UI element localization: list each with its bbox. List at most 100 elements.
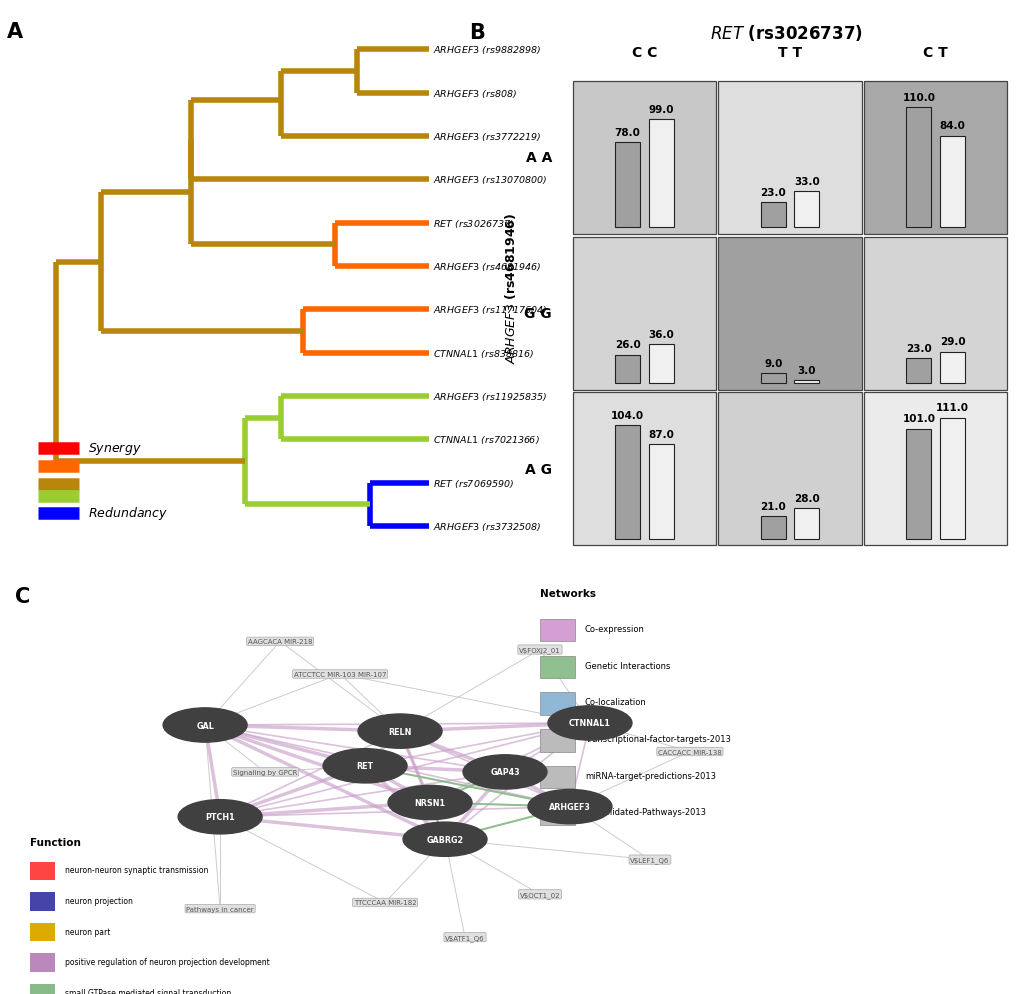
Text: $\mathit{RET}$ (rs7069590): $\mathit{RET}$ (rs7069590) [433,477,514,489]
Text: 78.0: 78.0 [614,127,640,138]
Circle shape [163,708,247,743]
Bar [863,238,1006,391]
Bar [940,418,964,540]
Bar [906,429,930,540]
Text: GABRG2: GABRG2 [426,835,463,844]
Text: C C: C C [631,46,656,60]
Bar [648,345,673,384]
Text: 23.0: 23.0 [905,343,930,353]
Bar [614,426,640,540]
Text: $\mathit{ARHGEF3}$ (rs3772219): $\mathit{ARHGEF3}$ (rs3772219) [433,131,541,143]
Text: 36.0: 36.0 [648,329,674,339]
Bar [614,356,640,384]
Text: ATCCTCC MIR-103 MIR-107: ATCCTCC MIR-103 MIR-107 [293,671,386,677]
Text: B: B [469,23,484,43]
Text: $\mathit{ARHGEF3}$ (rs9882898): $\mathit{ARHGEF3}$ (rs9882898) [433,44,541,57]
Circle shape [547,706,632,741]
Text: $\mathit{ARHGEF3}$ (rs4681946): $\mathit{ARHGEF3}$ (rs4681946) [433,260,541,272]
Text: $\mathit{ARHGEF3}$ (rs11925835): $\mathit{ARHGEF3}$ (rs11925835) [433,391,547,403]
Text: C: C [15,586,31,606]
Text: 33.0: 33.0 [793,177,819,187]
Bar [717,82,861,235]
Bar [539,803,575,825]
Text: 3.0: 3.0 [797,365,815,375]
Text: $\mathit{ARHGEF3}$ (rs4681946): $\mathit{ARHGEF3}$ (rs4681946) [502,213,518,364]
Bar [648,444,673,540]
Text: 99.0: 99.0 [648,104,674,114]
Text: Function: Function [31,837,81,847]
Text: A: A [7,22,23,42]
Text: Pathways in cancer: Pathways in cancer [186,906,254,911]
Bar [906,108,930,229]
Bar [794,509,818,540]
Bar [648,120,673,229]
Text: CTNNAL1: CTNNAL1 [569,719,610,728]
Circle shape [358,715,441,748]
Text: V$ATF1_Q6: V$ATF1_Q6 [444,933,484,940]
Text: miRNA-target-predictions-2013: miRNA-target-predictions-2013 [585,771,715,780]
Text: $\mathit{ARHGEF3}$ (rs11717604): $\mathit{ARHGEF3}$ (rs11717604) [433,304,547,316]
Text: 87.0: 87.0 [648,429,674,439]
Bar [906,359,930,384]
Text: 110.0: 110.0 [902,92,934,102]
Bar [760,374,785,384]
Circle shape [403,822,486,857]
Text: 28.0: 28.0 [793,494,819,504]
Text: GAP43: GAP43 [490,767,520,776]
Circle shape [463,755,546,789]
Text: $\mathit{ARHGEF3}$ (rs13070800): $\mathit{ARHGEF3}$ (rs13070800) [433,174,547,186]
Circle shape [387,785,472,820]
Text: $\mathit{Synergy}$: $\mathit{Synergy}$ [88,440,141,456]
Text: neuron-neuron synaptic transmission: neuron-neuron synaptic transmission [65,866,208,875]
Text: V$FOXJ2_01: V$FOXJ2_01 [519,646,560,653]
Bar [717,238,861,391]
Text: GAL: GAL [196,721,214,730]
Bar [717,393,861,546]
Text: NRSN1: NRSN1 [414,798,445,807]
Text: C T: C T [922,46,947,60]
Text: T T: T T [777,46,801,60]
Text: RET: RET [357,761,373,770]
Text: $\mathit{RET}$ (rs3026737): $\mathit{RET}$ (rs3026737) [709,23,862,43]
Text: V$LEF1_Q6: V$LEF1_Q6 [630,857,669,863]
Circle shape [178,800,262,834]
Circle shape [528,789,611,824]
Bar [760,517,785,540]
Text: 23.0: 23.0 [759,188,786,198]
Bar [863,82,1006,235]
Bar [539,619,575,642]
Text: A G: A G [525,462,551,476]
Bar [31,862,55,880]
Bar [539,766,575,788]
Bar [863,393,1006,546]
Bar [31,953,55,972]
Bar [539,730,575,751]
Text: small GTPase mediated signal transduction: small GTPase mediated signal transductio… [65,988,231,994]
Bar [539,656,575,678]
Text: Consolidated-Pathways-2013: Consolidated-Pathways-2013 [585,807,706,817]
Text: neuron projection: neuron projection [65,896,132,905]
Text: PTCH1: PTCH1 [205,812,234,821]
Text: Networks: Networks [539,588,595,598]
Text: neuron part: neuron part [65,926,110,935]
Text: 9.0: 9.0 [763,359,782,369]
Text: AAGCACA MIR-218: AAGCACA MIR-218 [248,639,312,645]
Text: V$OCT1_02: V$OCT1_02 [520,891,559,898]
Text: $\mathit{Redundancy}$: $\mathit{Redundancy}$ [88,505,168,522]
Circle shape [323,748,407,783]
Text: Genetic Interactions: Genetic Interactions [585,661,669,670]
Text: $\mathit{RET}$ (rs3026737): $\mathit{RET}$ (rs3026737) [433,218,514,230]
Bar [940,136,964,229]
Text: 21.0: 21.0 [759,501,786,511]
Bar [794,192,818,229]
Bar [31,893,55,911]
Text: G G: G G [524,307,551,321]
Text: $\mathit{CTNNAL1}$ (rs7021366): $\mathit{CTNNAL1}$ (rs7021366) [433,433,539,445]
Bar [31,922,55,941]
Text: $\mathit{ARHGEF3}$ (rs3732508): $\mathit{ARHGEF3}$ (rs3732508) [433,520,541,533]
Text: CACCACC MIR-138: CACCACC MIR-138 [657,748,721,754]
Bar [573,82,715,235]
Text: Co-expression: Co-expression [585,624,644,633]
Text: 84.0: 84.0 [938,121,964,131]
Text: TTCCCAA MIR-182: TTCCCAA MIR-182 [354,900,416,906]
